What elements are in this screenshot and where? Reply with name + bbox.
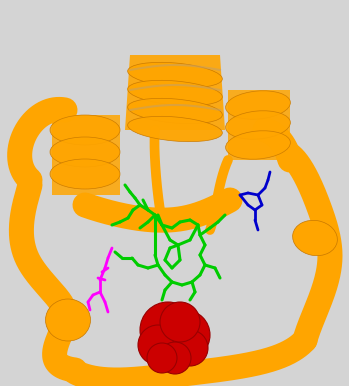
Circle shape: [159, 342, 191, 374]
Ellipse shape: [50, 159, 120, 189]
Circle shape: [160, 302, 200, 342]
Circle shape: [140, 302, 196, 358]
Polygon shape: [228, 90, 290, 160]
Circle shape: [138, 325, 178, 365]
Circle shape: [147, 343, 177, 373]
Ellipse shape: [128, 63, 222, 88]
Ellipse shape: [225, 111, 290, 139]
Circle shape: [150, 326, 194, 370]
Polygon shape: [125, 55, 225, 130]
Circle shape: [172, 330, 208, 366]
Ellipse shape: [50, 115, 120, 145]
Ellipse shape: [45, 299, 90, 341]
Ellipse shape: [128, 80, 222, 106]
Ellipse shape: [292, 220, 337, 256]
Ellipse shape: [225, 131, 290, 159]
Polygon shape: [52, 115, 120, 195]
Circle shape: [160, 310, 210, 360]
Ellipse shape: [225, 91, 290, 119]
Ellipse shape: [128, 98, 222, 124]
Ellipse shape: [50, 137, 120, 167]
Ellipse shape: [128, 116, 222, 142]
